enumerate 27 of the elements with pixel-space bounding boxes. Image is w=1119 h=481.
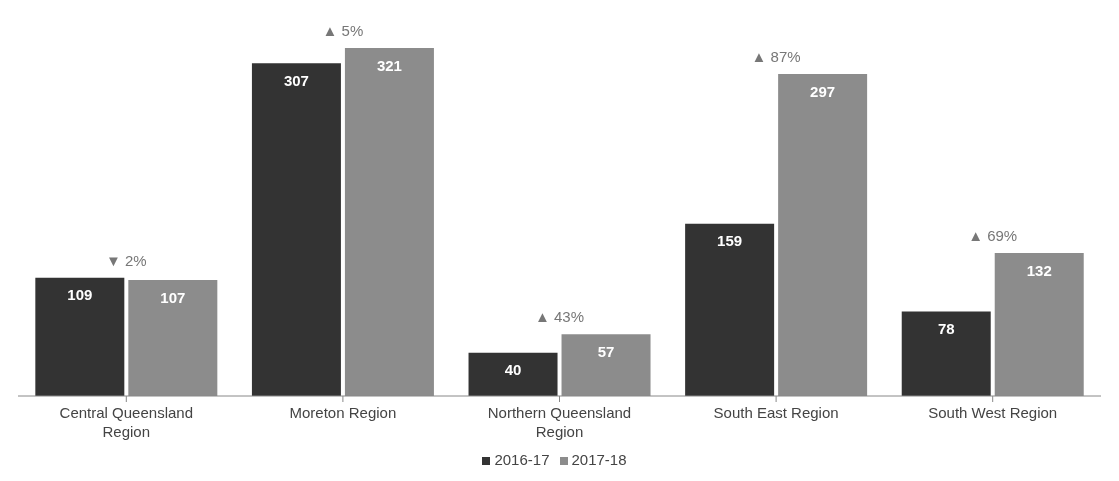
bar <box>685 223 775 396</box>
annotation: ▲ 43% <box>534 308 585 326</box>
bar <box>35 277 125 396</box>
data-label: 78 <box>937 320 955 338</box>
annotation: ▼ 2% <box>105 251 147 269</box>
x-tick-label: South West Region <box>928 404 1058 421</box>
data-label: 159 <box>717 232 743 250</box>
legend-label: 2017-18 <box>571 451 627 468</box>
data-label: 307 <box>283 71 309 89</box>
bar <box>468 352 558 396</box>
data-label: 132 <box>1026 261 1052 279</box>
data-label: 109 <box>67 286 93 304</box>
bar <box>901 311 991 396</box>
x-tick-label: Central Queensland Region <box>59 404 194 440</box>
data-label: 297 <box>810 82 836 100</box>
x-tick-label: South East Region <box>713 404 839 421</box>
annotation: ▲ 69% <box>968 226 1018 244</box>
data-label: 40 <box>504 361 522 379</box>
data-label: 57 <box>597 342 615 360</box>
legend-label: 2016-17 <box>494 451 550 468</box>
annotation: ▲ 87% <box>751 48 801 66</box>
data-label: 107 <box>160 288 186 306</box>
text: ▲ 5% <box>322 22 364 39</box>
data-label: 321 <box>376 56 402 74</box>
x-tick-label: Northern Queensland Region <box>487 404 632 440</box>
bar <box>251 63 341 396</box>
x-tick-label: Moreton Region <box>289 404 397 421</box>
